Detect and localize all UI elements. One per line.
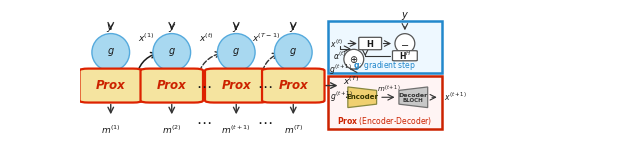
Polygon shape <box>399 87 428 108</box>
Text: $\cdots$: $\cdots$ <box>257 114 273 129</box>
Text: $\alpha^{(t)}$: $\alpha^{(t)}$ <box>333 49 346 62</box>
Text: $g$: $g$ <box>107 46 115 58</box>
Ellipse shape <box>275 34 312 71</box>
Text: $y$: $y$ <box>401 10 409 22</box>
Text: $m^{(t+1)}$: $m^{(t+1)}$ <box>221 123 251 136</box>
Text: $m^{(T)}$: $m^{(T)}$ <box>284 123 303 136</box>
FancyBboxPatch shape <box>359 37 381 50</box>
Text: $x^{(T)}$: $x^{(T)}$ <box>343 75 359 87</box>
Text: Encoder: Encoder <box>346 94 378 100</box>
Ellipse shape <box>395 34 415 53</box>
Text: Prox: Prox <box>96 79 125 92</box>
Text: $y$: $y$ <box>168 22 176 34</box>
FancyBboxPatch shape <box>205 69 268 103</box>
Text: $\cdots$: $\cdots$ <box>196 114 212 129</box>
Ellipse shape <box>218 34 255 71</box>
Text: $g$: $g$ <box>232 46 240 58</box>
Text: Prox: Prox <box>278 79 308 92</box>
Text: $\cdots$: $\cdots$ <box>257 78 273 93</box>
Text: $x^{(t)}$: $x^{(t)}$ <box>199 31 214 44</box>
Text: $\oplus$: $\oplus$ <box>349 54 358 65</box>
Text: Decoder: Decoder <box>399 93 428 98</box>
Text: $x^{(t+1)}$: $x^{(t+1)}$ <box>444 91 467 103</box>
Ellipse shape <box>344 49 364 69</box>
FancyBboxPatch shape <box>79 69 142 103</box>
Text: $g$: $g$ <box>289 46 297 58</box>
Text: BLOCH: BLOCH <box>403 98 424 103</box>
FancyBboxPatch shape <box>328 21 442 73</box>
Text: $\cdots$: $\cdots$ <box>196 78 212 93</box>
Text: $m^{(2)}$: $m^{(2)}$ <box>162 123 182 136</box>
Ellipse shape <box>153 34 191 71</box>
Text: $x^{(1)}$: $x^{(1)}$ <box>138 31 154 44</box>
Text: $g^{(t+1)}$: $g^{(t+1)}$ <box>330 62 353 77</box>
Text: Prox: Prox <box>221 79 251 92</box>
Text: $y$: $y$ <box>106 22 115 34</box>
FancyBboxPatch shape <box>392 51 417 61</box>
Text: $y$: $y$ <box>289 22 298 34</box>
Text: $-$: $-$ <box>400 39 410 49</box>
FancyBboxPatch shape <box>141 69 203 103</box>
Text: $m^{(t+1)}$: $m^{(t+1)}$ <box>377 83 401 94</box>
Text: $g$: $g$ <box>168 46 175 58</box>
Text: $m^{(1)}$: $m^{(1)}$ <box>101 123 120 136</box>
FancyBboxPatch shape <box>328 76 442 129</box>
Ellipse shape <box>92 34 130 71</box>
Text: $x^{(T-1)}$: $x^{(T-1)}$ <box>252 31 280 44</box>
Text: $\mathbf{g}$: gradient step: $\mathbf{g}$: gradient step <box>353 59 417 72</box>
FancyBboxPatch shape <box>262 69 324 103</box>
Text: $g^{(t+1)}$: $g^{(t+1)}$ <box>330 90 353 104</box>
Text: $\mathbf{Prox}$ (Encoder-Decoder): $\mathbf{Prox}$ (Encoder-Decoder) <box>337 115 433 127</box>
Text: $x^{(t)}$: $x^{(t)}$ <box>330 37 344 50</box>
Polygon shape <box>348 87 376 108</box>
Text: $\mathbf{H}$: $\mathbf{H}$ <box>366 38 374 49</box>
Text: $\mathbf{H}^H$: $\mathbf{H}^H$ <box>399 49 411 62</box>
Text: Prox: Prox <box>157 79 187 92</box>
Text: $y$: $y$ <box>232 22 241 34</box>
